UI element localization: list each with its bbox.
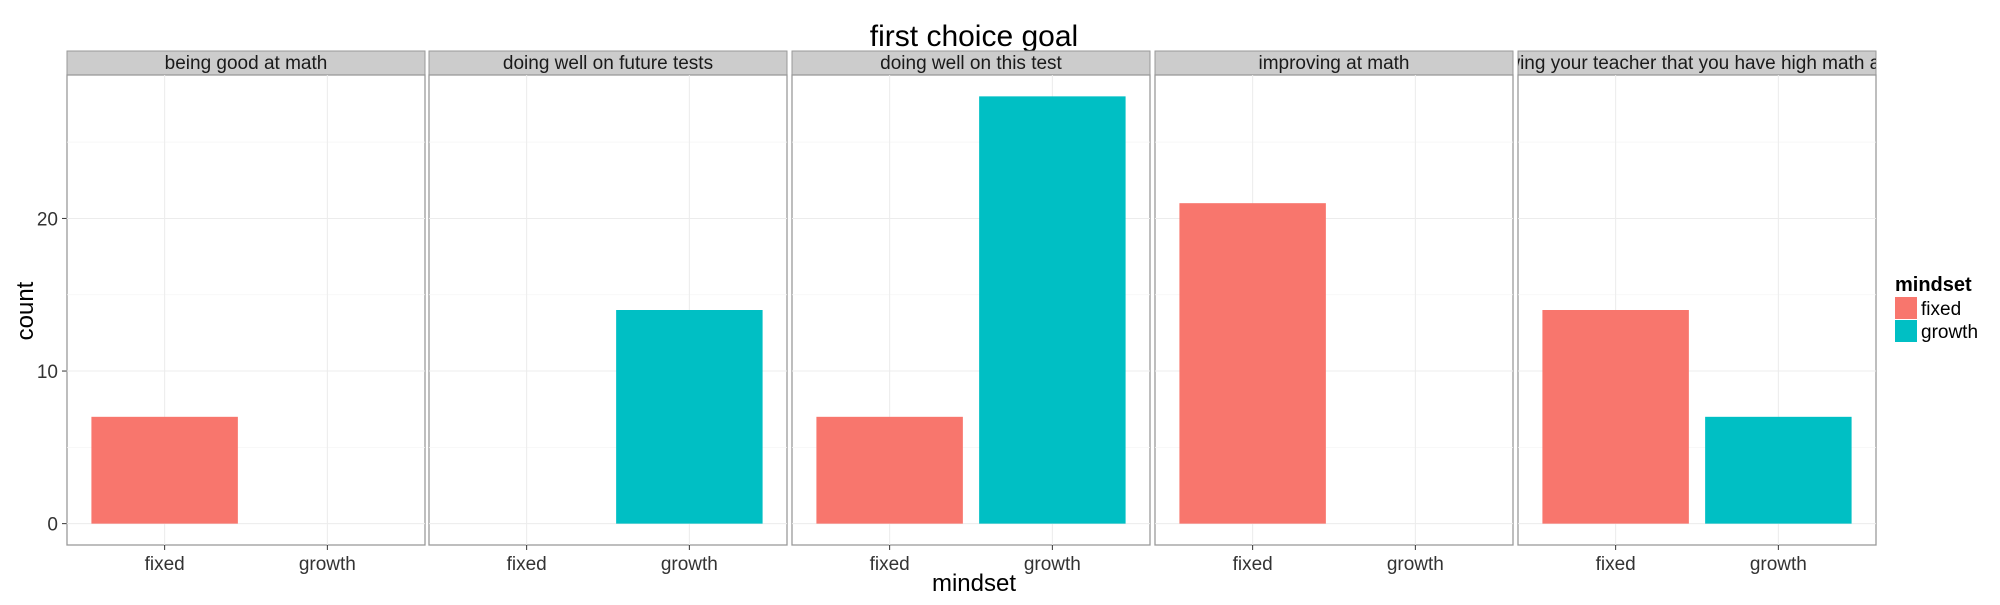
x-tick-label: growth <box>1387 554 1444 575</box>
legend-swatch-growth <box>1895 320 1917 342</box>
facet-panel: being good at math fixed growth <box>66 50 426 575</box>
y-axis-title: count <box>12 281 39 340</box>
facet-strip <box>1154 50 1514 76</box>
x-tick-label: growth <box>299 554 356 575</box>
legend-swatch-fixed <box>1895 297 1917 319</box>
x-tick-label: fixed <box>870 554 910 575</box>
facet-strip-label: being good at math <box>165 53 328 74</box>
legend-label-fixed: fixed <box>1921 299 1961 320</box>
facet-strip-label: doing well on future tests <box>503 53 713 74</box>
bar-fixed <box>816 416 963 524</box>
facet-panel: doing well on this test fixed growth <box>791 50 1151 575</box>
x-tick-label: growth <box>1024 554 1081 575</box>
x-axis-title: mindset <box>932 570 1016 597</box>
legend-title: mindset <box>1895 274 1972 296</box>
x-tick-label: fixed <box>507 554 547 575</box>
chart-title: first choice goal <box>870 20 1078 53</box>
facet-strip <box>428 50 788 76</box>
x-tick-label: growth <box>1750 554 1807 575</box>
bar-growth <box>616 310 763 524</box>
legend-label-growth: growth <box>1921 322 1978 343</box>
facet-strip <box>66 50 426 76</box>
x-tick-label: growth <box>661 554 718 575</box>
x-tick-label: fixed <box>1233 554 1273 575</box>
x-tick-label: fixed <box>1596 554 1636 575</box>
bar-fixed <box>1179 203 1326 524</box>
bar-growth <box>1705 416 1852 524</box>
bar-fixed <box>91 416 238 524</box>
facet-strip-label: improving at math <box>1258 53 1409 74</box>
y-tick-label: 10 <box>37 362 58 383</box>
y-tick-label: 20 <box>37 209 58 230</box>
facet-panel: doing well on future tests fixed growth <box>428 50 788 575</box>
bar-fixed <box>1542 310 1689 524</box>
facet-strip-label: showing your teacher that you have high … <box>1476 53 1919 74</box>
facet-strip-label: doing well on this test <box>880 53 1062 74</box>
y-tick-label: 0 <box>47 515 58 536</box>
bar-growth <box>979 96 1126 524</box>
x-tick-label: fixed <box>145 554 185 575</box>
facet-strip <box>1517 50 1877 76</box>
facet-panel: improving at math fixed growth <box>1154 50 1514 575</box>
facet-panel: showing your teacher that you have high … <box>1476 50 1919 575</box>
